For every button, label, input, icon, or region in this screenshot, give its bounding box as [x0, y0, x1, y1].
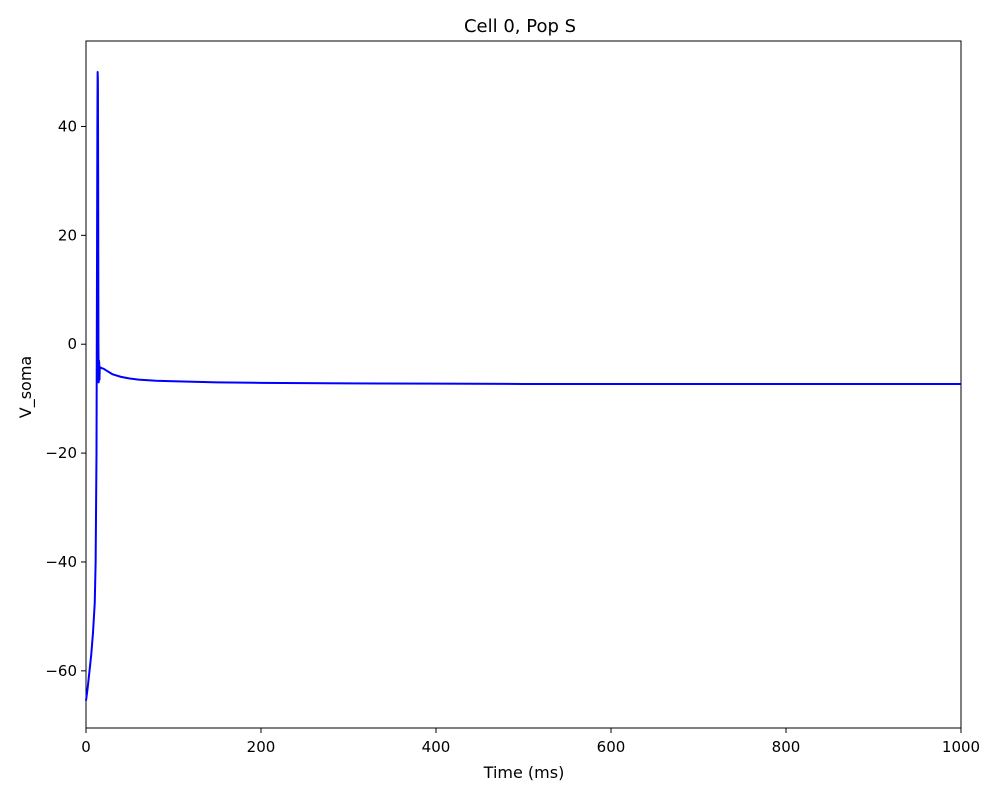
x-tick-label: 400 [422, 738, 451, 756]
x-tick-label: 200 [247, 738, 276, 756]
x-tick-label: 0 [81, 738, 91, 756]
y-tick-label: 0 [67, 335, 77, 353]
y-axis: −60 −40 −20 0 20 40 [45, 117, 86, 680]
series-line-v-soma [85, 71, 961, 701]
chart-title: Cell 0, Pop S [464, 16, 576, 37]
y-axis-label: V_soma [16, 356, 36, 418]
y-tick-label: 20 [58, 226, 77, 244]
y-tick-label: −20 [45, 444, 77, 462]
x-tick-label: 800 [772, 738, 801, 756]
x-axis-label: Time (ms) [483, 763, 565, 782]
y-tick-label: −60 [45, 662, 77, 680]
x-tick-label: 600 [597, 738, 626, 756]
x-tick-label: 1000 [942, 738, 980, 756]
y-tick-label: 40 [58, 117, 77, 135]
plot-area [85, 40, 962, 729]
x-axis: 0 200 400 600 800 1000 [81, 728, 980, 756]
y-tick-label: −40 [45, 553, 77, 571]
